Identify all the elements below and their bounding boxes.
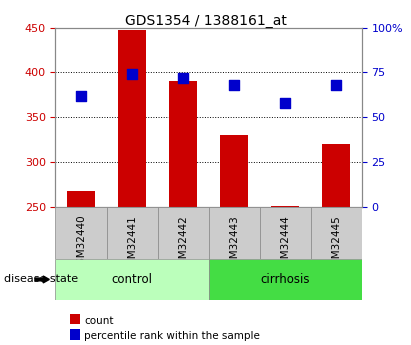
Point <box>282 100 289 106</box>
Bar <box>311 207 362 259</box>
Bar <box>169 81 197 207</box>
Text: GDS1354 / 1388161_at: GDS1354 / 1388161_at <box>125 14 286 28</box>
Bar <box>271 206 299 207</box>
Bar <box>157 207 208 259</box>
Bar <box>209 259 362 300</box>
Text: GSM32441: GSM32441 <box>127 215 137 272</box>
Text: GSM32445: GSM32445 <box>331 215 341 272</box>
Text: GSM32440: GSM32440 <box>76 215 86 272</box>
Text: cirrhosis: cirrhosis <box>261 273 310 286</box>
Point <box>180 75 186 81</box>
Text: GSM32444: GSM32444 <box>280 215 290 272</box>
Bar <box>260 207 311 259</box>
Bar <box>55 259 209 300</box>
Point <box>129 71 135 77</box>
Point <box>78 93 84 99</box>
Bar <box>55 207 106 259</box>
Bar <box>106 207 157 259</box>
Bar <box>220 135 248 207</box>
Text: disease state: disease state <box>4 275 78 284</box>
Text: control: control <box>111 273 152 286</box>
Point <box>333 82 339 88</box>
Text: percentile rank within the sample: percentile rank within the sample <box>84 331 260 341</box>
Text: GSM32443: GSM32443 <box>229 215 239 272</box>
Bar <box>209 207 260 259</box>
Text: GSM32442: GSM32442 <box>178 215 188 272</box>
Point <box>231 82 238 88</box>
Text: count: count <box>84 316 114 326</box>
Bar <box>118 30 146 207</box>
Bar <box>67 191 95 207</box>
Bar <box>322 144 350 207</box>
